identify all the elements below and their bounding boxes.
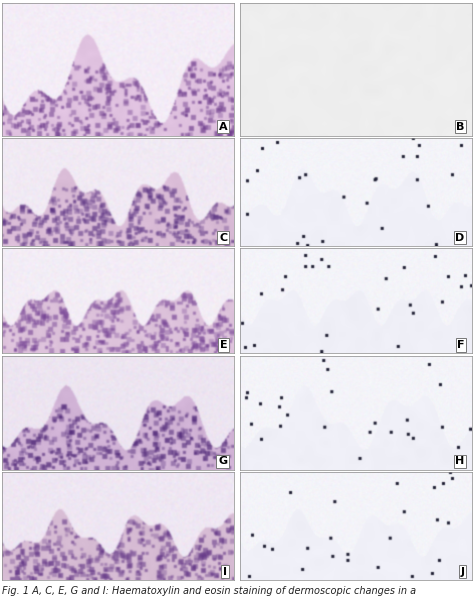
Text: F: F bbox=[457, 340, 465, 350]
Text: C: C bbox=[219, 232, 227, 243]
Text: A: A bbox=[219, 121, 227, 132]
Text: B: B bbox=[456, 121, 465, 132]
Text: D: D bbox=[456, 232, 465, 243]
Text: G: G bbox=[218, 456, 227, 466]
Text: J: J bbox=[461, 567, 465, 577]
Text: Fig. 1 A, C, E, G and I: Haematoxylin and eosin staining of dermoscopic changes : Fig. 1 A, C, E, G and I: Haematoxylin an… bbox=[2, 586, 417, 595]
Text: I: I bbox=[223, 567, 227, 577]
Text: E: E bbox=[219, 340, 227, 350]
Text: H: H bbox=[456, 456, 465, 466]
